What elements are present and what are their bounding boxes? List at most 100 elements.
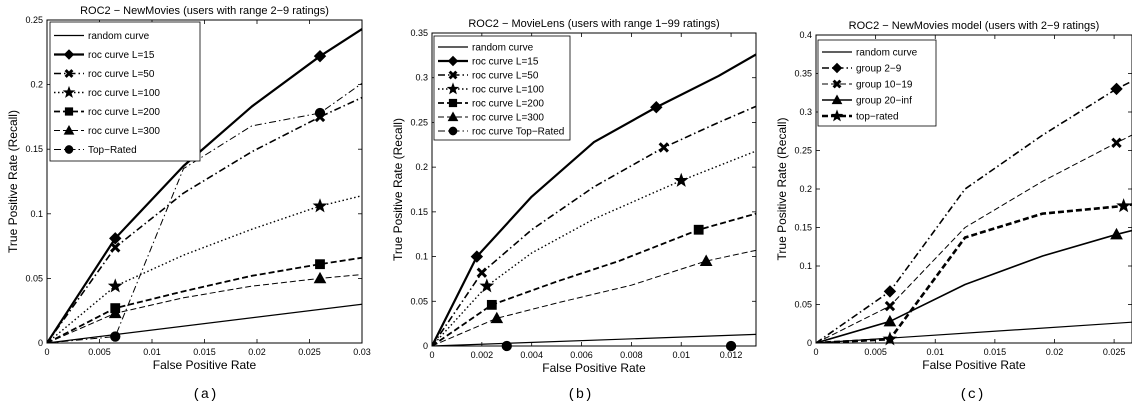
series-line-1 xyxy=(816,321,1132,343)
legend-item: roc curve L=50 xyxy=(438,71,539,82)
legend-item: random curve xyxy=(54,31,150,42)
legend-label: roc curve L=15 xyxy=(88,50,155,61)
legend: random curve roc curve L=15 roc curve L=50… xyxy=(49,21,201,162)
legend-item: roc curve Top−Rated xyxy=(438,127,564,138)
legend-marker xyxy=(831,94,843,105)
legend-item: group 10−19 xyxy=(822,80,913,91)
legend-item: roc curve L=15 xyxy=(54,49,155,61)
x-axis-label: False Positive Rate xyxy=(153,358,257,372)
x-tick-label: 0.005 xyxy=(864,347,887,357)
data-point-2-4 xyxy=(1110,82,1123,96)
y-tick-label: 0.4 xyxy=(799,30,812,40)
legend-item: top−rated xyxy=(822,109,899,123)
x-tick-label: 0.015 xyxy=(984,347,1007,357)
y-tick-label: 0.05 xyxy=(794,300,812,310)
x-tick-label: 0.03 xyxy=(353,347,371,357)
legend-item: random curve xyxy=(822,48,918,59)
series-line-4 xyxy=(816,229,1132,343)
data-point-3-1 xyxy=(110,242,121,253)
legend: random curve group 2−9 group 10−19 group 20… xyxy=(817,39,937,127)
legend-label: roc curve L=100 xyxy=(88,88,160,99)
y-tick-label: 0.35 xyxy=(794,69,812,79)
legend-marker xyxy=(64,145,74,154)
legend-label: group 20−inf xyxy=(856,96,912,107)
data-point-2-4 xyxy=(313,49,327,63)
legend-label: Top−Rated xyxy=(88,145,137,156)
data-point-6-4 xyxy=(313,271,327,284)
legend-marker xyxy=(64,69,74,78)
y-tick-label: 0.2 xyxy=(415,162,428,172)
data-point-5-4 xyxy=(1116,198,1132,213)
legend-label: roc curve L=300 xyxy=(472,113,544,124)
y-tick-label: 0.1 xyxy=(799,261,812,271)
chart-panel-1: ROC2 − NewMovies (users with range 2−9 r… xyxy=(6,5,371,403)
data-point-4-1 xyxy=(883,314,897,327)
data-point-4-1 xyxy=(107,278,123,293)
chart-title: ROC2 − MovieLens (users with range 1−99 … xyxy=(468,18,719,30)
chart-title: ROC2 − NewMovies (users with range 2−9 r… xyxy=(80,5,329,17)
legend-item: roc curve L=100 xyxy=(54,85,160,99)
legend-item: roc curve L=300 xyxy=(54,124,160,137)
y-tick-label: 0 xyxy=(807,338,812,348)
series-line-5 xyxy=(432,212,756,346)
chart-title: ROC2 − NewMovies model (users with 2−9 r… xyxy=(849,20,1100,32)
x-tick-label: 0.012 xyxy=(720,350,743,360)
legend-marker xyxy=(447,55,459,67)
legend-label: roc curve L=200 xyxy=(88,107,160,118)
x-tick-label: 0.025 xyxy=(1103,347,1126,357)
x-tick-label: 0.015 xyxy=(193,347,216,357)
y-tick-label: 0.3 xyxy=(799,107,812,117)
legend-marker xyxy=(448,126,458,136)
legend-marker xyxy=(446,82,460,95)
legend-item: roc curve L=300 xyxy=(438,111,544,124)
y-tick-label: 0.15 xyxy=(410,207,428,217)
x-tick-label: 0.004 xyxy=(520,350,543,360)
plot-frame xyxy=(46,19,363,344)
series-line-4 xyxy=(432,150,756,346)
legend-item: Top−Rated xyxy=(54,145,137,156)
series-line-5 xyxy=(47,256,362,343)
y-tick-label: 0.25 xyxy=(410,117,428,127)
markers xyxy=(107,49,328,342)
markers xyxy=(882,82,1132,346)
legend-label: random curve xyxy=(88,31,150,42)
legend-item: random curve xyxy=(438,43,534,54)
series-line-7 xyxy=(47,82,362,343)
legend-marker xyxy=(448,98,458,108)
x-tick-label: 0.025 xyxy=(298,347,321,357)
series-line-5 xyxy=(816,203,1132,343)
legend-label: random curve xyxy=(472,43,534,54)
legend-item: roc curve L=50 xyxy=(54,69,155,80)
x-tick-label: 0 xyxy=(813,347,818,357)
x-axis-label: False Positive Rate xyxy=(542,361,646,375)
data-point-5-1 xyxy=(882,331,898,346)
y-tick-label: 0.2 xyxy=(30,80,43,90)
legend-label: top−rated xyxy=(856,112,899,123)
legend-label: roc curve L=50 xyxy=(472,71,539,82)
series-line-6 xyxy=(47,274,362,343)
chart-panel-3: ROC2 − NewMovies model (users with 2−9 r… xyxy=(775,20,1132,403)
data-point-3-1 xyxy=(476,267,488,278)
chart-panel-2: ROC2 − MovieLens (users with range 1−99 … xyxy=(391,18,757,403)
x-tick-label: 0.002 xyxy=(471,350,494,360)
legend-label: roc curve L=100 xyxy=(472,85,544,96)
y-tick-label: 0.15 xyxy=(794,223,812,233)
plot-frame xyxy=(431,32,757,347)
data-point-2-4 xyxy=(650,101,663,114)
data-point-3-1 xyxy=(884,300,896,312)
legend-label: group 2−9 xyxy=(856,64,902,75)
y-tick-label: 0.35 xyxy=(410,28,428,38)
data-point-3-4 xyxy=(658,142,669,153)
y-tick-label: 0.2 xyxy=(799,184,812,194)
legend-marker xyxy=(63,49,75,60)
y-tick-label: 0 xyxy=(423,341,428,351)
y-tick-label: 0.15 xyxy=(25,144,43,154)
legend-marker xyxy=(832,79,842,89)
legend-label: roc curve L=50 xyxy=(88,69,155,80)
series-line-4 xyxy=(47,195,362,343)
y-axis-label: True Positive Rate (Recall) xyxy=(391,118,405,261)
sub-caption: (c) xyxy=(959,387,984,403)
sub-caption: (b) xyxy=(567,387,592,403)
x-tick-label: 0.005 xyxy=(88,347,111,357)
data-point-6-1 xyxy=(490,311,504,324)
